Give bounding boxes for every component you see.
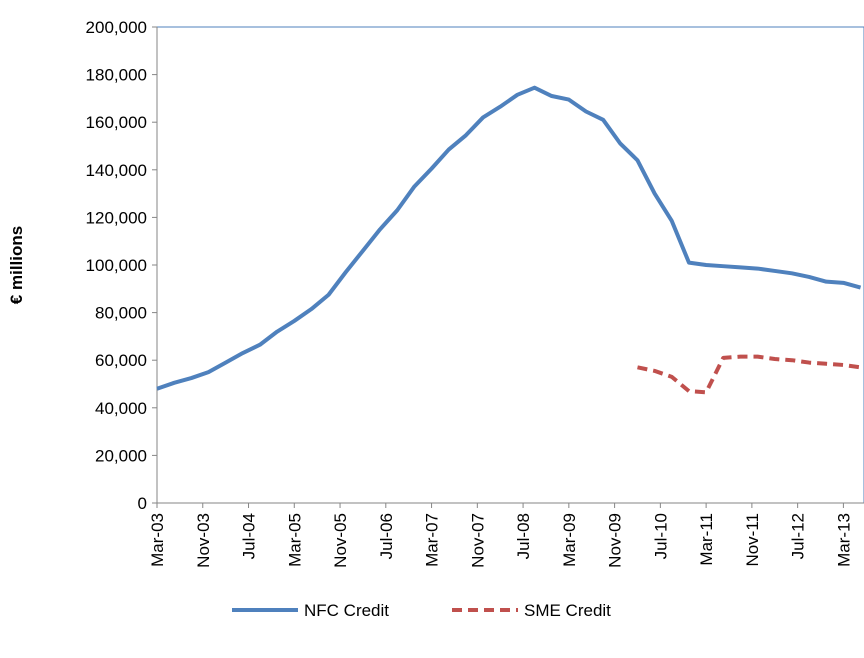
- y-tick-label: 80,000: [95, 304, 147, 323]
- x-tick-label: Mar-03: [148, 513, 167, 567]
- legend-label: SME Credit: [524, 601, 611, 620]
- x-tick-label: Mar-09: [560, 513, 579, 567]
- y-axis-title: € millions: [7, 226, 26, 304]
- y-tick-label: 20,000: [95, 446, 147, 465]
- x-tick-label: Nov-05: [331, 513, 350, 568]
- y-tick-label: 140,000: [86, 161, 147, 180]
- x-tick-label: Jul-06: [377, 513, 396, 559]
- x-tick-label: Jul-12: [789, 513, 808, 559]
- x-tick-label: Jul-04: [240, 513, 259, 559]
- y-tick-label: 160,000: [86, 113, 147, 132]
- y-tick-label: 120,000: [86, 208, 147, 227]
- x-tick-label: Mar-11: [697, 513, 716, 566]
- y-tick-label: 0: [138, 494, 147, 513]
- series-line: [637, 354, 861, 395]
- x-tick-label: Nov-07: [468, 513, 487, 568]
- series-line: [156, 85, 862, 391]
- x-tick-label: Nov-03: [194, 513, 213, 568]
- y-tick-label: 200,000: [86, 18, 147, 37]
- x-tick-label: Jul-08: [514, 513, 533, 559]
- y-tick-label: 40,000: [95, 399, 147, 418]
- legend-label: NFC Credit: [304, 601, 389, 620]
- x-tick-label: Mar-05: [285, 513, 304, 567]
- x-tick-label: Nov-11: [743, 513, 762, 567]
- y-tick-label: 180,000: [86, 66, 147, 85]
- x-tick-label: Nov-09: [606, 513, 625, 568]
- x-tick-label: Mar-07: [423, 513, 442, 567]
- y-tick-label: 100,000: [86, 256, 147, 275]
- x-tick-label: Mar-13: [834, 513, 853, 567]
- y-tick-label: 60,000: [95, 351, 147, 370]
- x-tick-label: Jul-10: [651, 513, 670, 559]
